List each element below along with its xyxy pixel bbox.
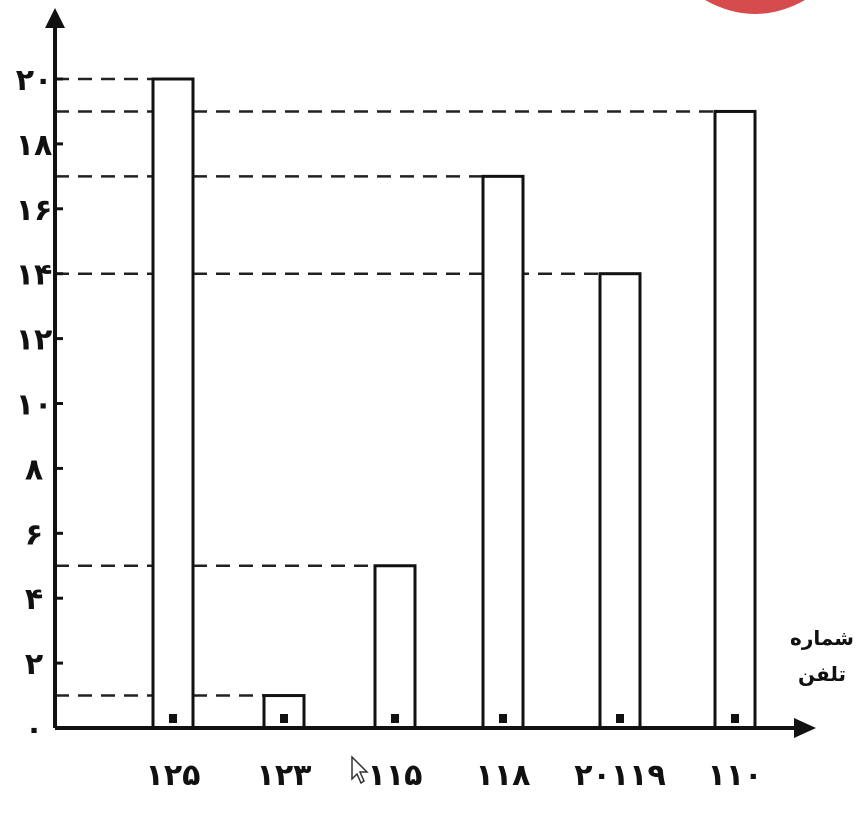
x-category-label: ۱۱۰ [708, 758, 763, 793]
bar [262, 694, 306, 730]
y-axis-arrow-icon [45, 8, 65, 28]
x-tick-mark [499, 714, 507, 723]
x-category-label: ۱۲۳ [257, 758, 312, 793]
corner-red-shape [705, 0, 805, 14]
y-tick-label: ۱۴ [16, 258, 53, 293]
x-category-label: ۲۰۱۱۹ [574, 758, 666, 793]
corner-red-shape-path [705, 0, 805, 14]
y-tick-label: ۲ [25, 647, 43, 682]
mouse-cursor-icon [351, 755, 369, 785]
x-category-label: ۱۱۵ [368, 758, 423, 793]
x-tick-mark [616, 714, 624, 723]
x-axis-label-line: تلفن [798, 662, 846, 686]
x-tick-mark [169, 714, 177, 723]
y-tick-label: ۸ [25, 452, 43, 487]
x-tick-mark [280, 714, 288, 723]
y-tick-label: ۶ [25, 517, 43, 552]
x-tick-mark [391, 714, 399, 723]
bar [713, 109, 757, 730]
bar [151, 77, 195, 730]
bar [598, 272, 642, 730]
x-axis-arrow-icon [794, 718, 816, 738]
x-category-label: ۱۱۸ [476, 758, 531, 793]
y-tick-label: ۱۶ [16, 193, 53, 228]
y-tick-label: ۲۰ [16, 63, 53, 98]
x-tick-mark [731, 714, 739, 723]
y-tick-label: ۴ [25, 582, 43, 617]
y-tick-label: ۱۸ [16, 128, 53, 163]
bar [373, 564, 417, 730]
y-tick-label: ۱۲ [16, 323, 53, 358]
y-tick-label: ۰ [25, 712, 43, 747]
x-category-label: ۱۲۵ [146, 758, 201, 793]
x-axis-label-line: شماره [790, 626, 854, 650]
y-tick-label: ۱۰ [16, 388, 53, 423]
bar [481, 174, 525, 730]
